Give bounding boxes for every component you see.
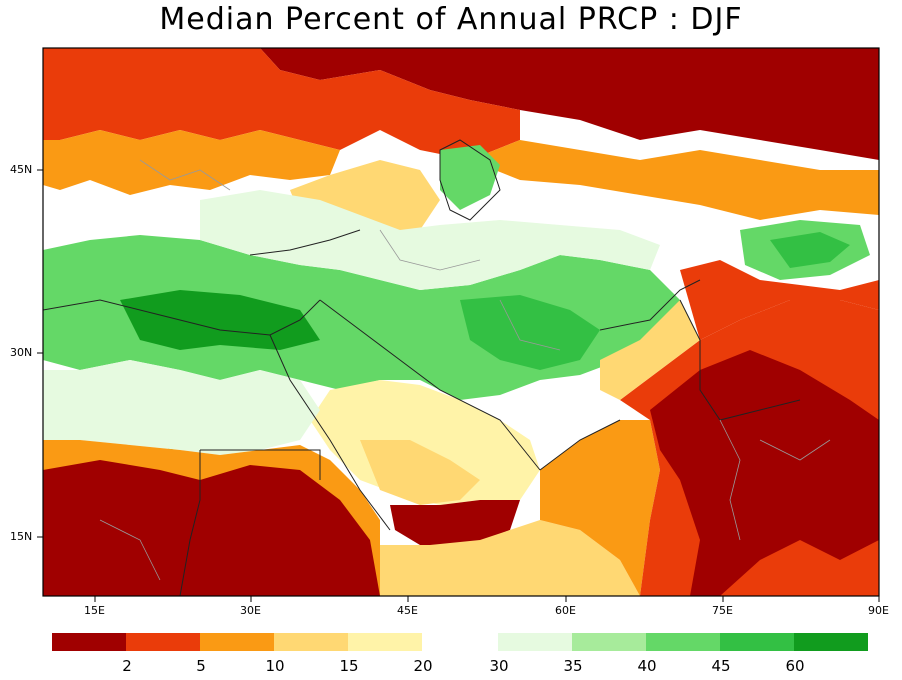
legend-swatch-2 bbox=[200, 633, 274, 651]
lat-tick-15n: 15N bbox=[10, 530, 33, 543]
region-iran-green bbox=[460, 295, 600, 370]
lon-tick-75e: 75E bbox=[712, 604, 733, 617]
legend-label-2: 10 bbox=[265, 657, 285, 675]
legend-label-5: 30 bbox=[489, 657, 509, 675]
legend-swatch-4 bbox=[348, 633, 422, 651]
region-arabia-yellow bbox=[360, 440, 480, 505]
region-northeast-low bbox=[260, 48, 879, 160]
legend-swatch-1 bbox=[126, 633, 200, 651]
legend-swatch-0 bbox=[52, 633, 126, 651]
region-yemen-low bbox=[390, 500, 520, 545]
region-india-low bbox=[650, 350, 879, 596]
legend-label-1: 5 bbox=[196, 657, 206, 675]
region-tibet-red bbox=[680, 260, 879, 340]
legend-swatch-6 bbox=[572, 633, 646, 651]
region-sahara-pale bbox=[43, 360, 320, 455]
region-central-asia-orange bbox=[470, 140, 879, 220]
region-balkans-orange bbox=[43, 130, 340, 195]
legend-swatch-7 bbox=[646, 633, 720, 651]
legend-label-3: 15 bbox=[339, 657, 359, 675]
lon-tick-45e: 45E bbox=[397, 604, 418, 617]
region-pakistan-yellow bbox=[600, 300, 700, 400]
country-boundaries bbox=[43, 139, 801, 596]
lon-tick-15e: 15E bbox=[84, 604, 105, 617]
legend-label-0: 2 bbox=[122, 657, 132, 675]
region-anatolia-pale bbox=[200, 190, 660, 290]
lat-tick-45n: 45N bbox=[10, 163, 33, 176]
region-arabian-sea-orange bbox=[540, 420, 660, 596]
region-himalaya-dark-green bbox=[770, 232, 850, 268]
legend-label-9: 60 bbox=[785, 657, 805, 675]
province-boundaries bbox=[99, 159, 831, 581]
legend-label-8: 45 bbox=[711, 657, 731, 675]
region-sahel-low bbox=[43, 460, 380, 596]
lat-tick-30n: 30N bbox=[10, 346, 33, 359]
map-title: Median Percent of Annual PRCP : DJF bbox=[159, 2, 743, 37]
region-europe-low bbox=[43, 48, 520, 160]
map-frame bbox=[42, 47, 880, 597]
legend-swatch-5 bbox=[498, 633, 572, 651]
lon-tick-90e: 90E bbox=[868, 604, 889, 617]
region-caspian-green bbox=[440, 145, 500, 210]
legend-label-6: 35 bbox=[563, 657, 583, 675]
axis-ticks bbox=[37, 169, 880, 602]
legend-label-7: 40 bbox=[637, 657, 657, 675]
lon-tick-30e: 30E bbox=[240, 604, 261, 617]
legend-swatch-9 bbox=[794, 633, 868, 651]
legend-label-4: 20 bbox=[413, 657, 433, 675]
lon-tick-60e: 60E bbox=[555, 604, 576, 617]
legend-swatch-3 bbox=[274, 633, 348, 651]
legend-swatch-8 bbox=[720, 633, 794, 651]
region-arabian-sea-yellow bbox=[380, 520, 640, 596]
